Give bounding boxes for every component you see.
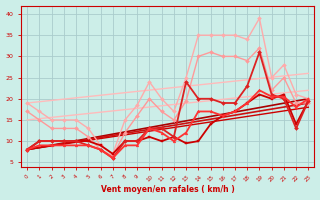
X-axis label: Vent moyen/en rafales ( km/h ): Vent moyen/en rafales ( km/h )	[101, 185, 235, 194]
